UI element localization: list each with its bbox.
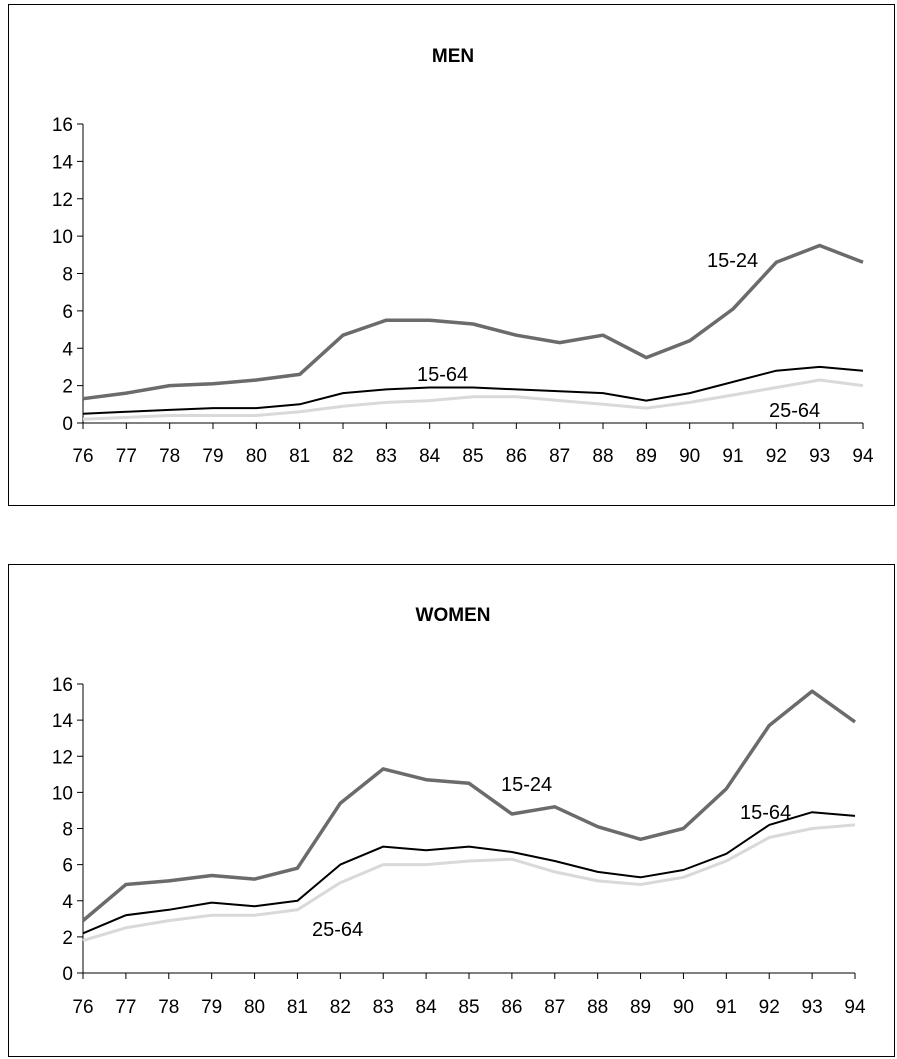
women-y-tick-label: 0 bbox=[62, 964, 73, 985]
women-x-tick-label: 94 bbox=[844, 997, 866, 1018]
men-x-tick-label: 78 bbox=[159, 446, 180, 467]
men-series-line-15-64 bbox=[83, 367, 863, 414]
women-x-tick-label: 93 bbox=[802, 997, 823, 1018]
women-label-25-64: 25-64 bbox=[312, 919, 363, 941]
men-y-tick-label: 16 bbox=[52, 115, 73, 136]
men-y-tick-label: 12 bbox=[52, 190, 73, 211]
women-x-tick-label: 91 bbox=[716, 997, 737, 1018]
men-chart-panel: MEN 0 2 4 6 8 10 12 14 16 76 77 78 79 80 81 82 83 84 85 86 8… bbox=[8, 4, 895, 506]
women-x-tick-label: 84 bbox=[416, 997, 438, 1018]
men-x-tick-label: 93 bbox=[809, 446, 830, 467]
women-label-15-24: 15-24 bbox=[501, 774, 552, 796]
men-x-tick-label: 92 bbox=[766, 446, 787, 467]
men-x-tick-label: 94 bbox=[852, 446, 874, 467]
men-y-tick-label: 8 bbox=[62, 265, 73, 286]
men-y-tick-label: 14 bbox=[52, 152, 74, 173]
women-y-tick-label: 8 bbox=[62, 820, 73, 841]
women-y-tick-label: 16 bbox=[52, 675, 73, 696]
women-x-tick-label: 82 bbox=[330, 997, 351, 1018]
women-series-line-15-64 bbox=[83, 812, 855, 933]
women-x-tick-label: 92 bbox=[759, 997, 780, 1018]
women-x-tick-label: 87 bbox=[544, 997, 565, 1018]
men-y-tick-label: 10 bbox=[52, 227, 73, 248]
men-x-tick-label: 83 bbox=[376, 446, 397, 467]
women-x-tick-label: 86 bbox=[501, 997, 522, 1018]
men-x-tick-label: 90 bbox=[679, 446, 700, 467]
women-x-tick-label: 88 bbox=[587, 997, 608, 1018]
men-chart-title: MEN bbox=[432, 46, 474, 67]
men-x-tick-label: 89 bbox=[636, 446, 657, 467]
women-x-tick-label: 79 bbox=[201, 997, 222, 1018]
men-x-tick-label: 85 bbox=[462, 446, 483, 467]
women-x-tick-label: 83 bbox=[373, 997, 394, 1018]
women-y-tick-label: 2 bbox=[62, 928, 73, 949]
men-x-tick-label: 86 bbox=[506, 446, 527, 467]
men-x-tick-label: 88 bbox=[592, 446, 613, 467]
women-series-line-25-64 bbox=[83, 825, 855, 941]
men-x-tick-label: 80 bbox=[246, 446, 267, 467]
men-x-tick-label: 76 bbox=[72, 446, 93, 467]
women-x-tick-label: 89 bbox=[630, 997, 651, 1018]
men-chart: MEN 0 2 4 6 8 10 12 14 16 76 77 78 79 80 81 82 83 84 85 86 8… bbox=[9, 5, 896, 507]
men-x-tick-label: 82 bbox=[332, 446, 353, 467]
women-x-tick-label: 76 bbox=[72, 997, 93, 1018]
men-x-tick-label: 91 bbox=[722, 446, 743, 467]
women-y-tick-label: 12 bbox=[52, 747, 73, 768]
women-x-tick-label: 81 bbox=[287, 997, 308, 1018]
women-x-tick-label: 85 bbox=[458, 997, 479, 1018]
men-x-tick-label: 84 bbox=[419, 446, 441, 467]
women-x-tick-label: 80 bbox=[244, 997, 265, 1018]
men-x-tick-label: 79 bbox=[202, 446, 223, 467]
men-x-tick-label: 77 bbox=[116, 446, 137, 467]
women-label-15-64: 15-64 bbox=[740, 802, 791, 824]
women-chart-panel: WOMEN 0 2 4 6 8 10 12 14 16 76 77 78 79 80 81 82 83 84 85 8… bbox=[8, 564, 895, 1057]
men-y-tick-label: 2 bbox=[62, 377, 73, 398]
men-y-tick-label: 6 bbox=[62, 302, 73, 323]
women-chart-title: WOMEN bbox=[416, 605, 491, 626]
women-chart: WOMEN 0 2 4 6 8 10 12 14 16 76 77 78 79 80 81 82 83 84 85 8… bbox=[9, 565, 896, 1058]
women-x-tick-label: 77 bbox=[115, 997, 136, 1018]
men-y-tick-label: 0 bbox=[62, 414, 73, 435]
women-y-tick-label: 14 bbox=[52, 711, 74, 732]
women-x-tick-label: 78 bbox=[158, 997, 179, 1018]
men-label-15-24: 15-24 bbox=[707, 250, 758, 272]
men-label-15-64: 15-64 bbox=[417, 364, 468, 386]
women-x-tick-label: 90 bbox=[673, 997, 694, 1018]
men-y-tick-label: 4 bbox=[62, 339, 73, 360]
men-x-tick-label: 87 bbox=[549, 446, 570, 467]
women-y-tick-label: 10 bbox=[52, 783, 73, 804]
men-label-25-64: 25-64 bbox=[769, 400, 820, 422]
women-y-tick-label: 4 bbox=[62, 892, 73, 913]
women-y-tick-label: 6 bbox=[62, 856, 73, 877]
men-x-tick-label: 81 bbox=[289, 446, 310, 467]
